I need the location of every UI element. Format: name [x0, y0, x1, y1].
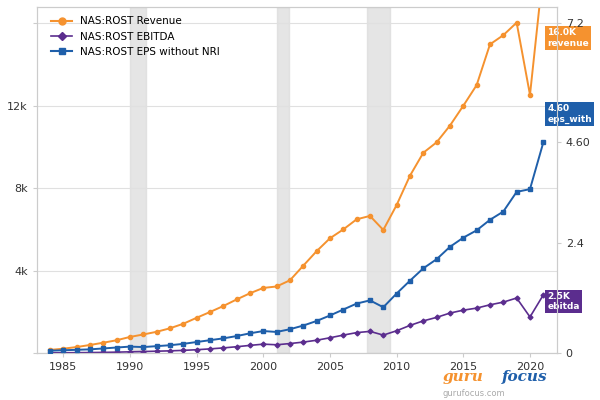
Text: gurufocus.com: gurufocus.com [442, 389, 505, 398]
Bar [130, 7, 146, 353]
Bar [367, 7, 390, 353]
Text: 16.0K
revenue: 16.0K revenue [547, 28, 589, 48]
Text: 2.5K
ebitda: 2.5K ebitda [547, 292, 580, 311]
Legend: NAS:ROST Revenue, NAS:ROST EBITDA, NAS:ROST EPS without NRI: NAS:ROST Revenue, NAS:ROST EBITDA, NAS:R… [47, 12, 224, 61]
Text: guru: guru [442, 370, 483, 384]
Text: 4.60
eps_with: 4.60 eps_with [547, 104, 592, 124]
Text: focus: focus [502, 370, 548, 384]
Bar [277, 7, 289, 353]
